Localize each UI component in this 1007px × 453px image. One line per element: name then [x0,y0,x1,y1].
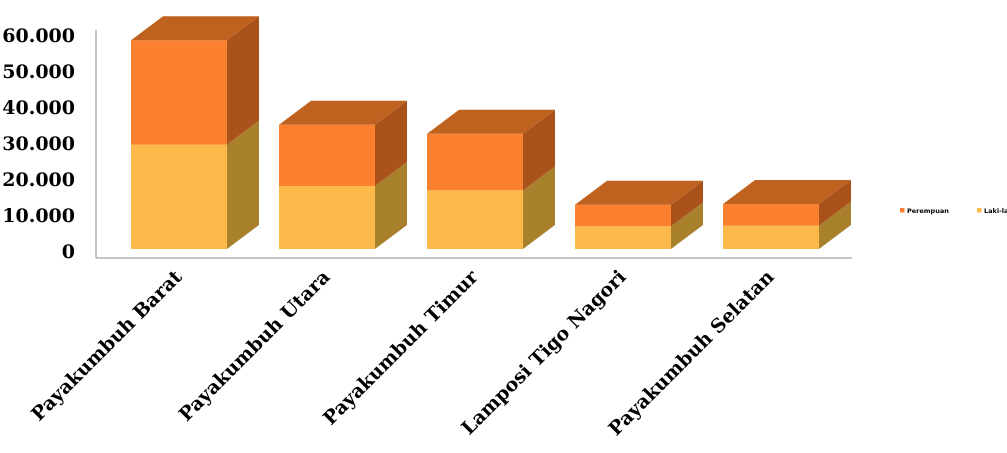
legend-item: Perempuan [900,207,949,215]
bar-top [279,100,407,125]
y-tick-label: 20.000 [2,169,75,191]
bar-top [575,180,703,205]
x-tick-label: Payakumbuh Selatan [604,266,778,440]
bar-stack [575,180,703,249]
legend-item: Laki-laki [977,207,1007,215]
bar-perempuan-side [375,100,407,186]
bar-stack [427,109,555,249]
bar-top [723,180,851,204]
y-tick-label: 30.000 [2,133,75,155]
bar-laki-laki [279,186,375,249]
bar-perempuan [723,204,819,226]
bar-laki-laki-side [375,162,407,249]
legend: Perempuan Laki-laki [900,207,1007,215]
legend-label: Laki-laki [984,207,1007,215]
y-tick-label: 0 [62,241,75,263]
legend-label: Perempuan [907,207,949,215]
x-tick-label: Payakumbuh Timur [319,265,483,429]
bar-laki-laki-side [227,120,259,249]
bar-laki-laki-side [819,201,851,249]
legend-swatch [900,208,905,213]
bar-perempuan [427,133,523,191]
bar-perempuan-side [227,16,259,145]
bar-laki-laki-side [671,202,703,249]
bar-perempuan-side [819,180,851,226]
y-tick-label: 40.000 [2,97,75,119]
bar-laki-laki [575,226,671,249]
axes [95,30,852,259]
bar-laki-laki-side [523,166,555,249]
bars [131,16,851,249]
bar-top [427,109,555,134]
bar-top [131,16,259,41]
x-tick-label: Payakumbuh Utara [175,266,335,426]
legend-swatch [977,208,982,213]
bar-perempuan-side [671,180,703,227]
bar-perempuan [131,40,227,145]
bar-laki-laki [427,190,523,249]
bar-laki-laki [131,144,227,249]
bar-stack [723,180,851,249]
y-tick-label: 50.000 [2,61,75,83]
bar-stack [279,100,407,249]
y-axis-ticks: 0 10.000 20.000 30.000 40.000 50.000 60.000 [2,25,75,263]
x-tick-label: Payakumbuh Barat [27,266,187,426]
y-tick-label: 60.000 [2,25,75,47]
bar-perempuan [279,124,375,186]
x-tick-label: Lamposi Tigo Nagori [457,266,630,439]
bar-stack [131,16,259,249]
bar-laki-laki [723,225,819,249]
y-tick-label: 10.000 [2,205,75,227]
bar-perempuan [575,204,671,227]
bar-perempuan-side [523,109,555,191]
